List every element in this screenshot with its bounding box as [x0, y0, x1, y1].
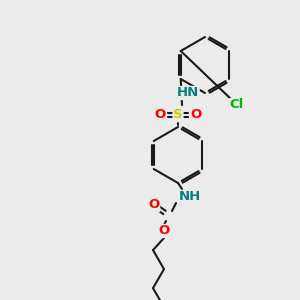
- Text: O: O: [154, 109, 166, 122]
- Text: HN: HN: [177, 86, 199, 100]
- Text: O: O: [158, 224, 169, 238]
- Text: Cl: Cl: [230, 98, 244, 112]
- Text: NH: NH: [179, 190, 201, 203]
- Text: O: O: [190, 109, 202, 122]
- Text: S: S: [173, 109, 183, 122]
- Text: O: O: [148, 199, 160, 212]
